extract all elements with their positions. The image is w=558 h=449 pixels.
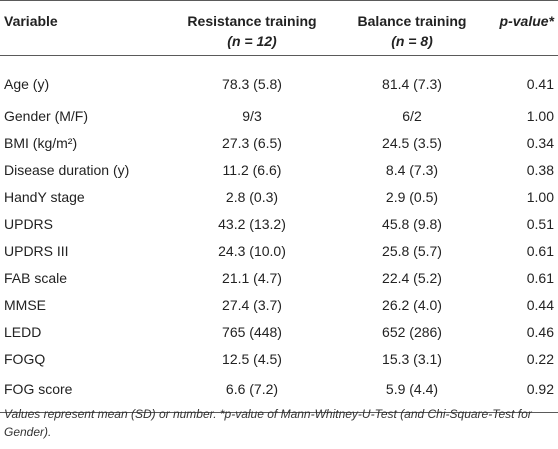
table-body: Age (y) 78.3 (5.8) 81.4 (7.3) 0.41 Gender (M…	[0, 56, 558, 413]
cell-variable: Gender (M/F)	[4, 108, 89, 124]
cell-resistance-value: 27.4 (3.7)	[222, 297, 282, 313]
table-row: MMSE 27.4 (3.7) 26.2 (4.0) 0.44	[0, 292, 558, 319]
cell-variable: MMSE	[4, 297, 46, 313]
cell-resistance-value: 9/3	[242, 108, 262, 124]
cell-p-value: 0.51	[526, 216, 554, 232]
cell-variable: UPDRS III	[4, 243, 69, 259]
cell-p-value: 0.92	[488, 373, 558, 413]
cell-variable: Disease duration (y)	[4, 162, 130, 178]
demographics-table-container: Variable Resistance training (n = 12) Ba…	[0, 0, 558, 413]
table-row: Age (y) 78.3 (5.8) 81.4 (7.3) 0.41	[0, 56, 558, 104]
cell-balance-value: 24.5 (3.5)	[382, 135, 442, 151]
header-balance-label: Balance training	[357, 13, 467, 29]
table-header-row: Variable Resistance training (n = 12) Ba…	[0, 0, 558, 56]
cell-p-value: 1.00	[526, 189, 554, 205]
cell-p-value: 0.34	[526, 135, 554, 151]
cell-balance-value: 81.4 (7.3)	[382, 76, 442, 92]
cell-p-value: 0.61	[526, 270, 554, 286]
header-resistance-label: Resistance training	[187, 13, 317, 29]
table-footnote: Values represent mean (SD) or number. *p…	[4, 407, 532, 439]
demographics-table: Variable Resistance training (n = 12) Ba…	[0, 0, 558, 413]
cell-resistance-value: 21.1 (4.7)	[222, 270, 282, 286]
cell-variable: Age (y)	[4, 76, 50, 92]
header-p-value: p-value*	[488, 0, 558, 56]
cell-variable: BMI (kg/m²)	[4, 135, 78, 151]
header-resistance-n: (n = 12)	[227, 33, 277, 49]
cell-balance-value: 22.4 (5.2)	[382, 270, 442, 286]
cell-resistance-value: 24.3 (10.0)	[218, 243, 286, 259]
cell-p-value: 0.46	[526, 324, 554, 340]
table-row: HandY stage 2.8 (0.3) 2.9 (0.5) 1.00	[0, 184, 558, 211]
cell-variable: HandY stage	[4, 189, 85, 205]
cell-p-value: 1.00	[526, 108, 554, 124]
table-row: LEDD 765 (448) 652 (286) 0.46	[0, 319, 558, 346]
cell-resistance-value: 6.6 (7.2)	[168, 373, 336, 413]
cell-variable: UPDRS	[4, 216, 54, 232]
cell-resistance-value: 12.5 (4.5)	[222, 351, 282, 367]
cell-resistance-value: 43.2 (13.2)	[218, 216, 286, 232]
table-row: FAB scale 21.1 (4.7) 22.4 (5.2) 0.61	[0, 265, 558, 292]
cell-variable: FOG score	[0, 373, 168, 413]
cell-variable: FOGQ	[4, 351, 46, 367]
table-row: Disease duration (y) 11.2 (6.6) 8.4 (7.3) 0…	[0, 157, 558, 184]
cell-resistance-value: 78.3 (5.8)	[222, 76, 282, 92]
cell-balance-value: 15.3 (3.1)	[382, 351, 442, 367]
table-row: FOG score 6.6 (7.2) 5.9 (4.4) 0.92	[0, 373, 558, 413]
cell-resistance-value: 2.8 (0.3)	[225, 189, 279, 205]
header-resistance-training: Resistance training (n = 12)	[168, 0, 336, 56]
table-row: UPDRS 43.2 (13.2) 45.8 (9.8) 0.51	[0, 211, 558, 238]
header-balance-training: Balance training (n = 8)	[336, 0, 488, 56]
cell-balance-value: 25.8 (5.7)	[382, 243, 442, 259]
table-row: BMI (kg/m²) 27.3 (6.5) 24.5 (3.5) 0.34	[0, 130, 558, 157]
cell-variable: FAB scale	[4, 270, 68, 286]
cell-p-value: 0.41	[526, 76, 554, 92]
cell-balance-value: 26.2 (4.0)	[382, 297, 442, 313]
cell-resistance-value: 765 (448)	[222, 324, 282, 340]
cell-balance-value: 2.9 (0.5)	[385, 189, 439, 205]
cell-balance-value: 45.8 (9.8)	[382, 216, 442, 232]
cell-resistance-value: 27.3 (6.5)	[222, 135, 282, 151]
cell-p-value: 0.61	[526, 243, 554, 259]
cell-p-value: 0.38	[526, 162, 554, 178]
cell-balance-value: 8.4 (7.3)	[385, 162, 439, 178]
cell-p-value: 0.44	[526, 297, 554, 313]
cell-balance-value: 6/2	[402, 108, 422, 124]
header-variable: Variable	[0, 0, 168, 56]
cell-resistance-value: 11.2 (6.6)	[222, 162, 282, 178]
cell-balance-value: 5.9 (4.4)	[336, 373, 488, 413]
table-row: FOGQ 12.5 (4.5) 15.3 (3.1) 0.22	[0, 346, 558, 373]
header-balance-n: (n = 8)	[391, 33, 433, 49]
cell-p-value: 0.22	[526, 351, 554, 367]
cell-variable: LEDD	[4, 324, 42, 340]
table-row: UPDRS III 24.3 (10.0) 25.8 (5.7) 0.61	[0, 238, 558, 265]
cell-balance-value: 652 (286)	[382, 324, 442, 340]
table-row: Gender (M/F) 9/3 6/2 1.00	[0, 103, 558, 130]
